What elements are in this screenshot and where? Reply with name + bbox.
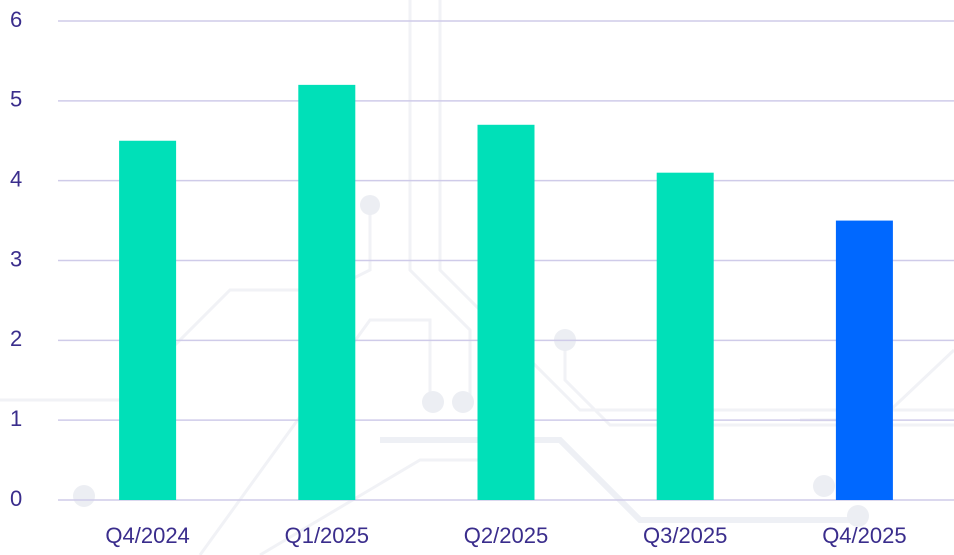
bar bbox=[656, 172, 714, 500]
bar bbox=[119, 140, 177, 500]
bar bbox=[835, 220, 893, 501]
x-tick-label: Q4/2025 bbox=[822, 523, 906, 548]
x-tick-label: Q4/2024 bbox=[105, 523, 189, 548]
x-tick-label: Q3/2025 bbox=[643, 523, 727, 548]
y-tick-label: 0 bbox=[10, 486, 22, 511]
y-tick-label: 6 bbox=[10, 7, 22, 32]
y-tick-label: 3 bbox=[10, 246, 22, 271]
bar bbox=[477, 124, 535, 501]
x-tick-label: Q1/2025 bbox=[285, 523, 369, 548]
bar bbox=[298, 84, 356, 500]
y-tick-label: 5 bbox=[10, 87, 22, 112]
y-tick-label: 1 bbox=[10, 406, 22, 431]
x-tick-label: Q2/2025 bbox=[464, 523, 548, 548]
y-tick-label: 2 bbox=[10, 326, 22, 351]
y-tick-label: 4 bbox=[10, 166, 22, 191]
